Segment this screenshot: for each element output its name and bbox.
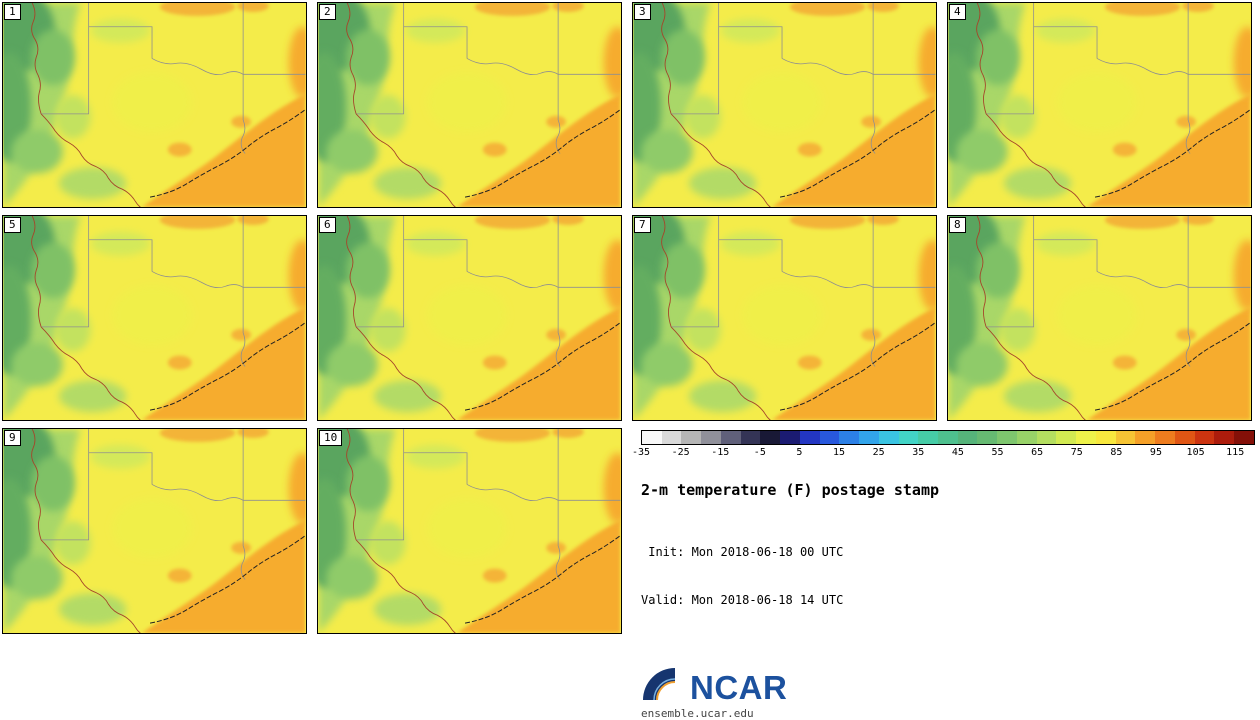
colorbar-segment <box>938 431 958 444</box>
colorbar-tick-label: 105 <box>1186 447 1205 458</box>
colorbar-tick-label: 85 <box>1110 447 1123 458</box>
colorbar-segment <box>1234 431 1254 444</box>
colorbar-segment <box>819 431 840 444</box>
temperature-map <box>948 3 1251 207</box>
colorbar-tick-label: -25 <box>671 447 690 458</box>
colorbar-tick-label: 25 <box>872 447 885 458</box>
stamp-5: 5 <box>2 215 307 421</box>
colorbar-segment <box>1076 431 1096 444</box>
colorbar-segment <box>760 431 781 444</box>
colorbar-segment <box>740 431 761 444</box>
stamp-6: 6 <box>317 215 622 421</box>
panel-number: 8 <box>949 217 966 233</box>
panel-number: 5 <box>4 217 21 233</box>
panel-number: 7 <box>634 217 651 233</box>
stamp-8: 8 <box>947 215 1252 421</box>
ncar-logo: NCAR <box>641 666 1255 706</box>
temperature-map <box>318 429 621 633</box>
colorbar-segment <box>780 431 800 444</box>
colorbar-segment <box>661 431 682 444</box>
stamp-1: 1 <box>2 2 307 208</box>
colorbar-segment <box>859 431 879 444</box>
temperature-map <box>633 3 936 207</box>
chart-title: 2-m temperature (F) postage stamp <box>641 481 940 499</box>
temperature-map <box>318 3 621 207</box>
panel-number: 2 <box>319 4 336 20</box>
colorbar-tick-label: 75 <box>1070 447 1083 458</box>
colorbar-segment <box>720 431 741 444</box>
colorbar-tick-label: -5 <box>753 447 766 458</box>
colorbar-segment <box>898 431 919 444</box>
colorbar-segment <box>1155 431 1175 444</box>
temperature-map <box>948 216 1251 420</box>
stamp-2: 2 <box>317 2 622 208</box>
colorbar-segment <box>1135 431 1156 444</box>
init-time: Init: Mon 2018-06-18 00 UTC <box>641 545 844 559</box>
colorbar-segment <box>701 431 721 444</box>
temperature-map <box>633 216 936 420</box>
valid-time: Valid: Mon 2018-06-18 14 UTC <box>641 593 844 607</box>
info-panel: -35 -25 -15 -5 5 15 25 35 45 55 65 75 85 95 105 115 2-m… <box>632 430 1255 720</box>
colorbar-tick-label: -35 <box>631 447 651 458</box>
stamp-10: 10 <box>317 428 622 634</box>
temperature-map <box>3 216 306 420</box>
colorbar-segment <box>997 431 1017 444</box>
colorbar-segment <box>918 431 939 444</box>
colorbar-segment <box>1174 431 1195 444</box>
colorbar-segment <box>681 431 702 444</box>
colorbar-tick-label: 55 <box>991 447 1004 458</box>
colorbar-tick-label: 65 <box>1031 447 1044 458</box>
stamp-7: 7 <box>632 215 937 421</box>
panel-number: 9 <box>4 430 21 446</box>
ncar-logo-icon <box>643 668 676 701</box>
colorbar-segment <box>1095 431 1116 444</box>
colorbar-segment <box>839 431 860 444</box>
colorbar-ticks: -35 -25 -15 -5 5 15 25 35 45 55 65 75 85 95 105 115 <box>632 447 1255 461</box>
colorbar-segment <box>1194 431 1215 444</box>
colorbar-segment <box>1115 431 1136 444</box>
panel-number: 4 <box>949 4 966 20</box>
colorbar-tick-label: 95 <box>1149 447 1162 458</box>
panel-number: 1 <box>4 4 21 20</box>
colorbar-tick-label: 45 <box>951 447 964 458</box>
colorbar-segment <box>642 431 662 444</box>
panel-number: 3 <box>634 4 651 20</box>
colorbar-segment <box>878 431 899 444</box>
stamp-4: 4 <box>947 2 1252 208</box>
colorbar-segment <box>1056 431 1077 444</box>
colorbar-tick-label: 115 <box>1226 447 1245 458</box>
colorbar-tick-label: -15 <box>711 447 730 458</box>
colorbar-segment <box>957 431 978 444</box>
colorbar-tick-label: 5 <box>796 447 803 458</box>
ncar-wordmark: NCAR <box>690 668 788 706</box>
panel-number: 6 <box>319 217 336 233</box>
colorbar-segments <box>641 430 1255 445</box>
colorbar-tick-label: 35 <box>912 447 925 458</box>
stamp-9: 9 <box>2 428 307 634</box>
stamp-3: 3 <box>632 2 937 208</box>
temperature-map <box>318 216 621 420</box>
temperature-map <box>3 3 306 207</box>
panel-number: 10 <box>319 430 343 446</box>
colorbar-segment <box>977 431 998 444</box>
site-url: ensemble.ucar.edu <box>641 707 754 720</box>
colorbar-segment <box>1016 431 1037 444</box>
colorbar-segment <box>1214 431 1235 444</box>
colorbar-tick-label: 15 <box>833 447 846 458</box>
temperature-map <box>3 429 306 633</box>
colorbar-segment <box>1036 431 1057 444</box>
colorbar-segment <box>799 431 820 444</box>
